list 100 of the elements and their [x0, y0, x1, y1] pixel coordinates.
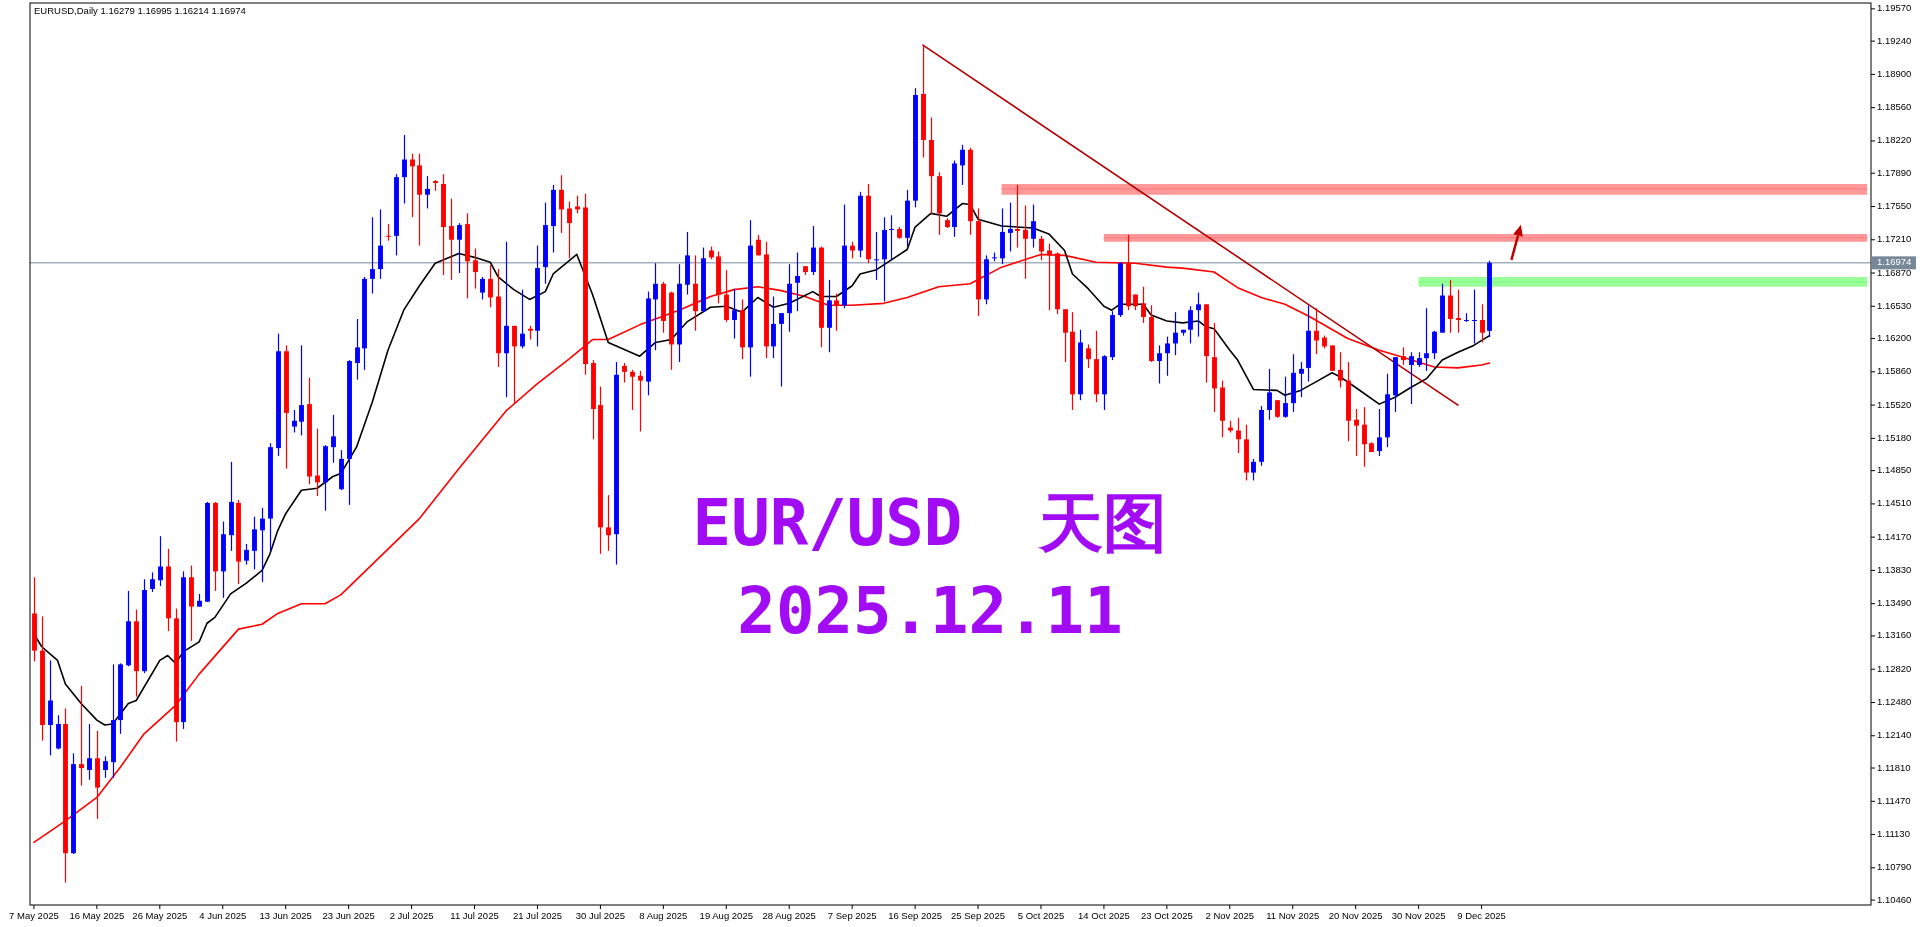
- candlestick: [150, 571, 155, 593]
- candlestick: [1424, 307, 1429, 372]
- x-tick-label: 23 Oct 2025: [1140, 910, 1193, 921]
- candlestick: [87, 723, 92, 781]
- x-tick-label: 19 Aug 2025: [699, 910, 753, 921]
- x-tick-label: 11 Jul 2025: [450, 910, 499, 921]
- x-tick-label: 5 Oct 2025: [1017, 910, 1065, 921]
- candlestick: [355, 318, 360, 381]
- y-tick-label: 1.18220: [1877, 134, 1912, 146]
- x-tick-label: 20 Nov 2025: [1328, 910, 1383, 921]
- candlestick: [1086, 343, 1091, 369]
- y-tick-label: 1.14510: [1877, 497, 1912, 509]
- candlestick: [1173, 311, 1178, 356]
- y-tick-label: 1.18900: [1877, 67, 1912, 79]
- candlestick: [1456, 289, 1461, 334]
- candlestick: [795, 251, 800, 312]
- y-tick-label: 1.17890: [1877, 166, 1912, 178]
- y-tick-label: 1.13830: [1877, 563, 1912, 575]
- y-tick-label: 1.10790: [1877, 861, 1912, 873]
- x-tick-label: 30 Nov 2025: [1391, 910, 1446, 921]
- candlestick: [1267, 368, 1272, 421]
- x-tick-label: 8 Aug 2025: [639, 910, 688, 921]
- x-tick-label: 4 Jun 2025: [199, 910, 247, 921]
- x-tick-label: 25 Sep 2025: [951, 910, 1005, 921]
- candlestick: [1480, 303, 1485, 344]
- candlestick: [567, 201, 572, 259]
- candlestick: [1165, 336, 1170, 377]
- candlestick: [1354, 408, 1359, 457]
- candlestick: [874, 231, 879, 281]
- candlestick: [1031, 203, 1036, 249]
- y-tick-label: 1.19240: [1877, 34, 1912, 46]
- candlestick: [512, 325, 517, 404]
- candlestick: [425, 175, 430, 210]
- y-tick-label: 1.15860: [1877, 365, 1912, 377]
- candlestick: [1432, 330, 1437, 360]
- candlestick: [315, 427, 320, 497]
- candlestick: [1251, 458, 1256, 482]
- candlestick: [410, 153, 415, 218]
- y-tick-label: 1.12480: [1877, 696, 1912, 708]
- y-tick-label: 1.14850: [1877, 464, 1912, 476]
- candlestick: [292, 409, 297, 434]
- x-tick-label: 16 Sep 2025: [888, 910, 943, 921]
- x-tick-label: 14 Oct 2025: [1078, 910, 1130, 921]
- candlestick: [79, 685, 84, 787]
- candlestick: [457, 222, 462, 274]
- candlestick: [1409, 351, 1414, 405]
- candlestick: [606, 494, 611, 552]
- x-tick-label: 21 Jul 2025: [512, 910, 563, 921]
- y-tick-label: 1.16530: [1877, 299, 1912, 311]
- candlestick: [653, 262, 658, 351]
- x-tick-label: 7 Sep 2025: [827, 910, 877, 921]
- y-tick-label: 1.11810: [1877, 761, 1911, 773]
- candlestick: [622, 362, 627, 384]
- candlestick: [1141, 286, 1146, 324]
- x-tick-label: 13 Jun 2025: [259, 910, 312, 921]
- x-tick-label: 7 May 2025: [9, 910, 59, 921]
- candlestick: [449, 198, 454, 281]
- x-tick-label: 30 Jul 2025: [575, 910, 625, 921]
- y-tick-label: 1.17210: [1877, 233, 1912, 245]
- y-tick-label: 1.17550: [1877, 200, 1912, 211]
- candlestick: [1157, 344, 1162, 385]
- candlestick: [834, 292, 839, 332]
- candlestick: [1362, 406, 1367, 468]
- candlestick: [1283, 376, 1288, 419]
- x-tick-label: 2 Jul 2025: [389, 910, 434, 921]
- candlestick: [480, 276, 485, 301]
- ref-line-label: 1.16974: [1877, 256, 1912, 268]
- x-tick-label: 9 Dec 2025: [1457, 910, 1506, 921]
- candlestick: [1377, 408, 1382, 457]
- candlestick: [1015, 184, 1020, 249]
- y-tick-label: 1.10460: [1877, 893, 1912, 905]
- candlestick: [638, 370, 643, 433]
- candlestick: [252, 516, 257, 571]
- candlestick: [1188, 305, 1193, 345]
- candlestick: [889, 214, 894, 261]
- y-tick-label: 1.11130: [1877, 828, 1910, 840]
- candlestick: [103, 755, 108, 779]
- y-tick-label: 1.18560: [1877, 101, 1912, 113]
- candlestick: [1236, 417, 1241, 454]
- x-tick-label: 28 Aug 2025: [762, 910, 816, 921]
- annotation: EUR/USD 天图: [692, 486, 1168, 560]
- candlestick: [378, 208, 383, 280]
- y-tick-label: 1.12140: [1877, 729, 1912, 741]
- candlestick: [299, 344, 304, 437]
- candlestick: [331, 414, 336, 464]
- candlestick: [1299, 361, 1304, 398]
- candlestick: [559, 174, 564, 234]
- y-tick-label: 1.16200: [1877, 332, 1912, 344]
- candlestick: [771, 295, 776, 359]
- y-tick-label: 1.15520: [1877, 398, 1912, 410]
- y-tick-label: 1.12820: [1877, 662, 1912, 674]
- candlestick: [1008, 201, 1013, 253]
- candlestick: [1063, 308, 1068, 363]
- candlestick: [520, 289, 525, 349]
- candlestick: [488, 264, 493, 308]
- candlestick: [779, 312, 784, 388]
- x-tick-label: 11 Nov 2025: [1266, 910, 1320, 921]
- candlestick: [244, 543, 249, 566]
- x-tick-label: 2 Nov 2025: [1205, 910, 1255, 921]
- candlestick: [1314, 307, 1319, 355]
